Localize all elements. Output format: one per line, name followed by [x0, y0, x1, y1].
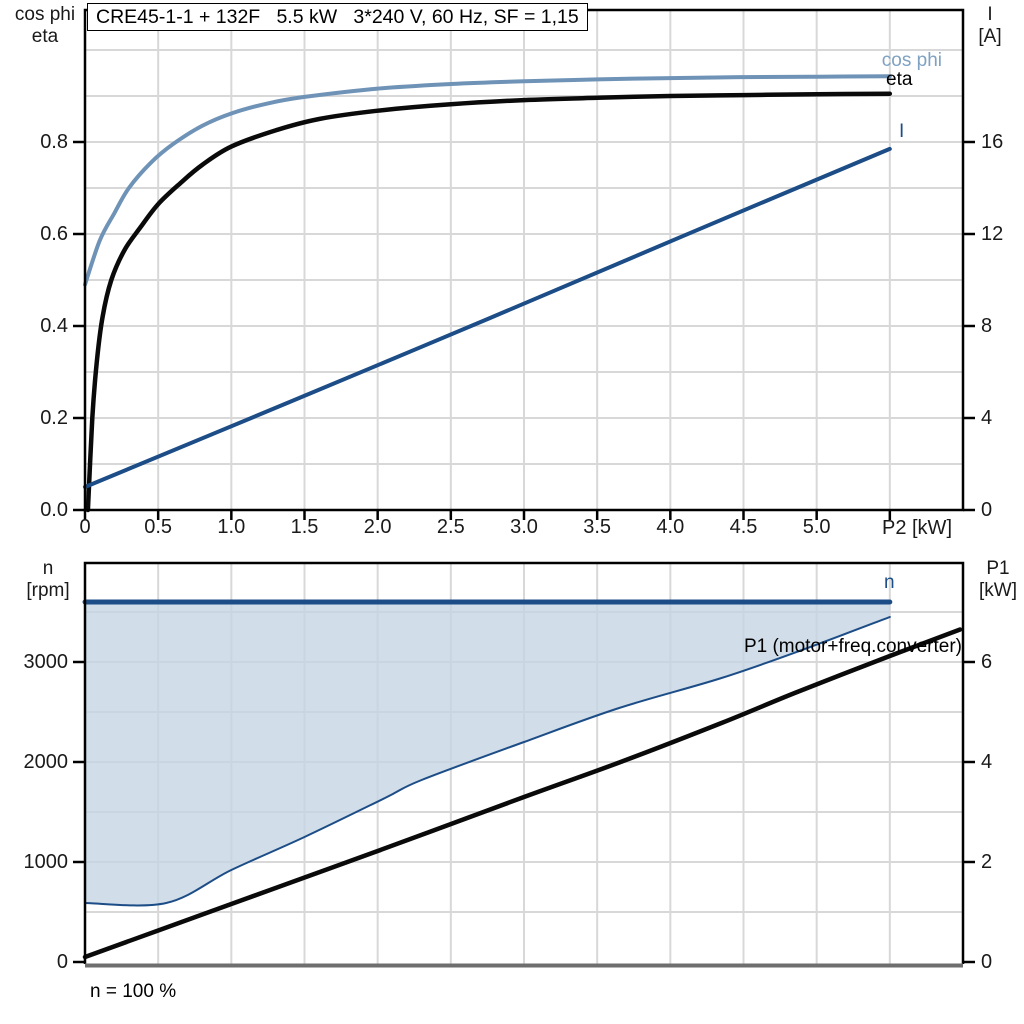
speed-range-area	[85, 602, 890, 906]
tick-label: 0	[56, 951, 68, 973]
speed-curve-label: n	[884, 572, 895, 593]
curve-p1-motor-freq-converter-	[82, 627, 963, 960]
curve-cos-phi	[83, 74, 892, 287]
tick-label: 4.0	[656, 516, 685, 538]
tick-label: 2.0	[363, 516, 392, 538]
tick-label: 0.5	[144, 516, 173, 538]
tick-label: 0.2	[40, 407, 68, 429]
bottom-right-axis-label-p1: P1	[986, 558, 1010, 579]
tick-label: 3.0	[510, 516, 538, 538]
tick-label: 1.5	[290, 516, 319, 538]
top-left-axis-label-cosphi: cos phi	[14, 4, 76, 25]
cos-phi-curve-label: cos phi	[881, 50, 942, 71]
tick-label: 0	[981, 951, 993, 973]
tick-label: 1000	[23, 851, 69, 873]
top-right-axis-label-a: [A]	[978, 26, 1002, 47]
top-left-axis-label-eta: eta	[31, 26, 59, 47]
tick-label: 3000	[23, 651, 69, 673]
tick-label: 3.5	[583, 516, 612, 538]
tick-label: 4	[981, 407, 993, 429]
x-axis-label: P2 [kW]	[881, 517, 952, 539]
tick-label: 0	[79, 516, 91, 538]
curve-eta	[85, 91, 893, 513]
p1-curve-label: P1 (motor+freq.converter)	[743, 636, 962, 657]
curve-n	[84, 616, 891, 907]
bottom-chart-border	[83, 561, 965, 964]
current-curve-label: I	[899, 121, 905, 142]
tick-label: 5.0	[802, 516, 831, 538]
curve-i	[83, 146, 892, 489]
tick-label: 0.0	[40, 499, 68, 521]
bottom-left-axis-label-rpm: [rpm]	[26, 580, 70, 601]
tick-label: 4	[981, 751, 993, 773]
tick-label: 2	[981, 851, 993, 873]
tick-label: 0.4	[40, 315, 68, 337]
eta-curve-label: eta	[886, 69, 913, 90]
bottom-left-axis-label-n: n	[42, 558, 54, 579]
chart-title-box: CRE45-1-1 + 132F 5.5 kW 3*240 V, 60 Hz, …	[87, 3, 588, 31]
top-right-axis-label-i: I	[987, 4, 993, 25]
tick-label: 12	[981, 223, 1004, 245]
tick-label: 6	[981, 651, 993, 673]
tick-label: 8	[981, 315, 993, 337]
tick-label: 1.0	[217, 516, 246, 538]
tick-label: 2.5	[436, 516, 465, 538]
tick-label: 2000	[23, 751, 69, 773]
speed-footnote: n = 100 %	[90, 981, 177, 1002]
tick-label: 0.6	[40, 223, 68, 245]
tick-label: 4.5	[729, 516, 758, 538]
bottom-right-axis-label-kw: [kW]	[979, 580, 1017, 601]
tick-label: 0	[981, 499, 993, 521]
tick-label: 0.8	[40, 131, 68, 153]
tick-label: 16	[981, 131, 1004, 153]
